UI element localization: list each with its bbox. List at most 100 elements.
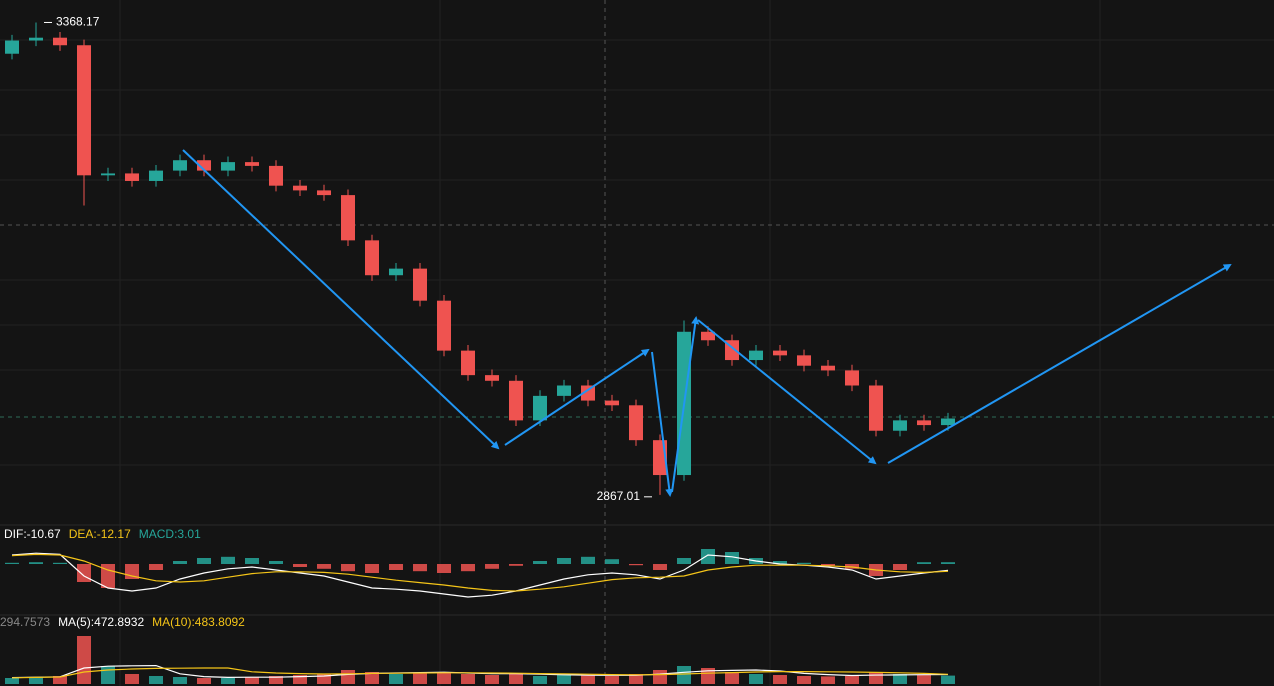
- legend-label: MA(10):483.8092: [152, 615, 245, 629]
- candle-body: [941, 418, 955, 426]
- trend-arrow: [697, 319, 877, 465]
- legend-label: MACD:3.01: [139, 527, 201, 541]
- volume-bar: [173, 677, 187, 684]
- candle-body: [797, 355, 811, 366]
- macd-bar: [53, 562, 67, 564]
- macd-bar: [725, 552, 739, 564]
- candle-body: [149, 170, 163, 181]
- candle-body: [749, 350, 763, 361]
- volume-bar: [941, 675, 955, 684]
- volume-bar: [533, 676, 547, 684]
- volume-bar: [509, 674, 523, 684]
- volume-bar: [845, 676, 859, 684]
- candle-body: [581, 385, 595, 401]
- candle-body: [29, 37, 43, 41]
- volume-bar: [701, 668, 715, 684]
- volume-bar: [101, 666, 115, 684]
- candle-body: [437, 300, 451, 351]
- macd-bar: [701, 549, 715, 564]
- candle-body: [629, 405, 643, 441]
- volume-bar: [413, 673, 427, 684]
- volume-bar: [725, 672, 739, 684]
- candle-body: [701, 331, 715, 341]
- candle-body: [917, 420, 931, 426]
- macd-bar: [77, 564, 91, 582]
- annotation-text: 3368.17: [56, 15, 100, 29]
- candle-body: [5, 40, 19, 54]
- macd-bar: [941, 562, 955, 564]
- macd-bar: [269, 561, 283, 564]
- macd-bar: [245, 558, 259, 564]
- volume-bar: [629, 674, 643, 684]
- trend-arrows: [182, 149, 1232, 497]
- macd-bar: [557, 558, 571, 564]
- trend-arrow: [504, 348, 650, 446]
- candle-body: [821, 365, 835, 371]
- candle-body: [413, 268, 427, 301]
- volume-bar: [53, 676, 67, 684]
- volume-legend: 294.7573 MA(5):472.8932 MA(10):483.8092: [0, 615, 245, 629]
- volume-bar: [317, 674, 331, 684]
- volume-bar: [749, 674, 763, 684]
- macd-bar: [341, 564, 355, 572]
- trend-arrow: [887, 263, 1232, 464]
- volume-bar: [821, 676, 835, 684]
- macd-bar: [293, 564, 307, 567]
- candle-body: [245, 162, 259, 166]
- candle-body: [125, 173, 139, 181]
- candle-body: [269, 165, 283, 186]
- candle-body: [557, 385, 571, 396]
- macd-bar: [197, 558, 211, 564]
- candle-body: [869, 385, 883, 431]
- macd-bar: [797, 562, 811, 564]
- macd-bar: [5, 562, 19, 564]
- trend-arrow: [651, 351, 674, 497]
- volume-bar: [437, 672, 451, 684]
- candle-body: [509, 380, 523, 421]
- candle-body: [173, 160, 187, 171]
- legend-label: DIF:-10.67: [4, 527, 61, 541]
- macd-bar: [461, 564, 475, 572]
- macd-bar: [893, 564, 907, 570]
- macd-bar: [29, 562, 43, 564]
- legend-entry: 294.7573 MA(5):472.8932 MA(10):483.8092: [0, 615, 245, 629]
- macd-bar: [677, 558, 691, 564]
- macd-bar: [821, 564, 835, 566]
- volume-bar: [389, 674, 403, 684]
- volume-bar: [221, 678, 235, 684]
- volume-bar: [149, 676, 163, 684]
- volume-bar: [293, 675, 307, 684]
- candle-body: [77, 45, 91, 176]
- macd-bar: [437, 564, 451, 573]
- candle-body: [293, 185, 307, 191]
- indicator-line: [11, 552, 949, 598]
- macd-bar: [149, 564, 163, 570]
- legend-entry: DIF:-10.67 DEA:-12.17 MACD:3.01: [4, 527, 201, 541]
- macd-bar: [581, 556, 595, 564]
- price-annotation: 3368.17: [44, 15, 100, 29]
- candle-body: [893, 420, 907, 431]
- volume-bar: [197, 678, 211, 684]
- volume-bar: [77, 636, 91, 684]
- macd-bar: [389, 564, 403, 570]
- volume-bar: [245, 677, 259, 684]
- candle-body: [605, 400, 619, 406]
- volume-bar: [341, 670, 355, 684]
- volume-bar: [677, 666, 691, 684]
- volume-bar: [773, 675, 787, 684]
- candle-body: [533, 395, 547, 421]
- macd-legend: DIF:-10.67 DEA:-12.17 MACD:3.01: [4, 527, 201, 541]
- candle-body: [341, 195, 355, 241]
- legend-label: MA(5):472.8932: [58, 615, 144, 629]
- volume-bar: [29, 677, 43, 684]
- macd-bar: [317, 564, 331, 569]
- macd-bar: [485, 564, 499, 569]
- indicator-line: [11, 667, 949, 679]
- candle-body: [773, 350, 787, 356]
- legend-label: 294.7573: [0, 615, 50, 629]
- annotation-text: 2867.01: [597, 489, 641, 503]
- candle-body: [221, 162, 235, 171]
